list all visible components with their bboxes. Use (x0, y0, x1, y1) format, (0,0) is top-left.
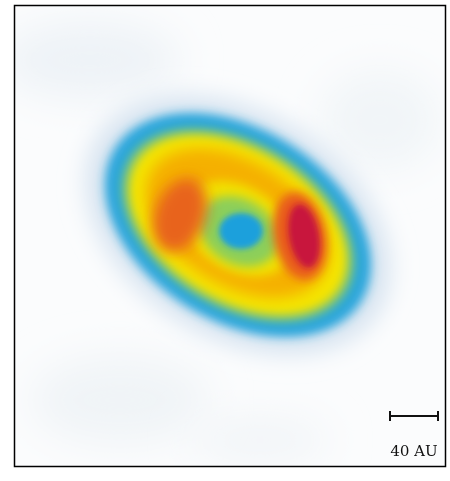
disk-image (15, 6, 445, 466)
scale-label: 40 AU (390, 442, 437, 460)
frame (13, 4, 447, 468)
scale-bar (389, 411, 439, 421)
